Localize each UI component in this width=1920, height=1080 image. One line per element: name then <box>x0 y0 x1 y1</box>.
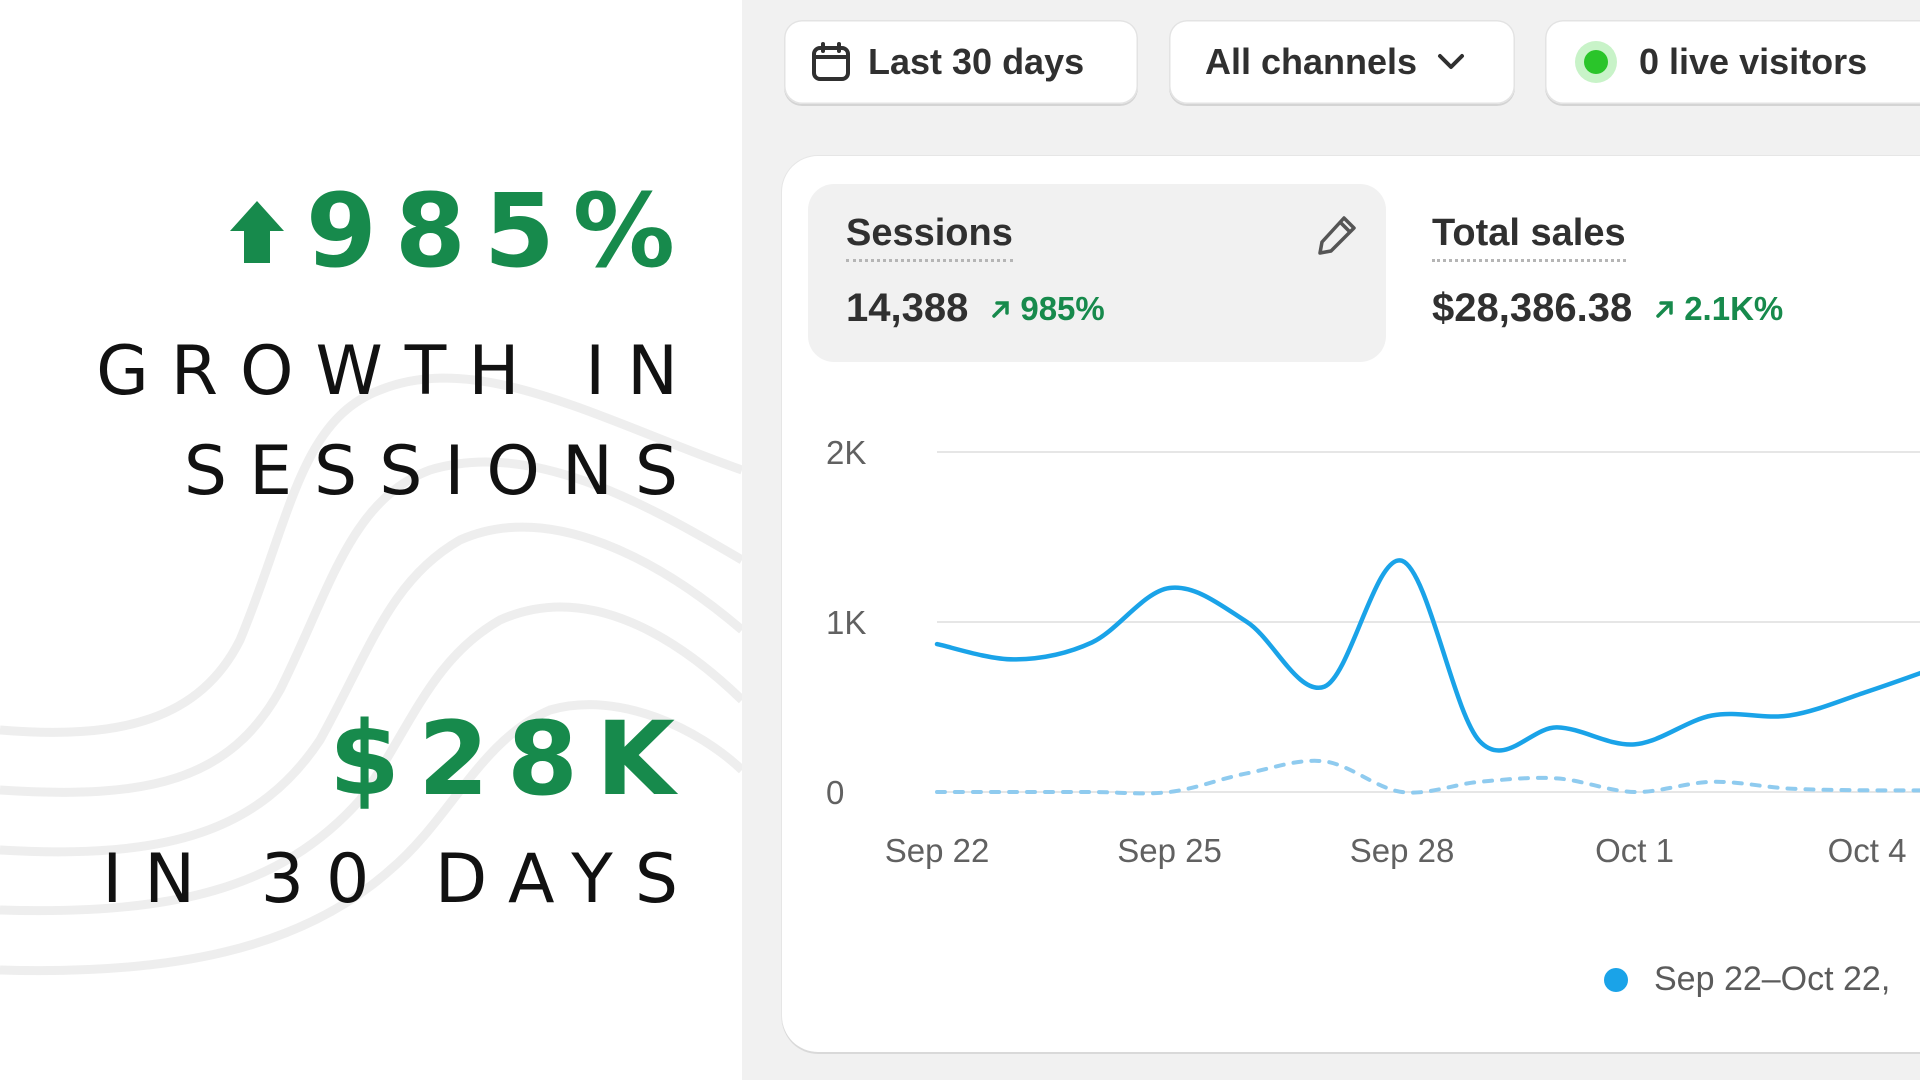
metric-label-total-sales: Total sales <box>1432 212 1626 262</box>
x-tick-label: Sep 28 <box>1350 832 1455 869</box>
arrow-up-icon <box>229 200 284 263</box>
x-tick-label: Sep 22 <box>885 832 990 869</box>
sessions-series-line <box>934 558 1920 753</box>
channels-label: All channels <box>1205 41 1418 82</box>
date-range-label: Last 30 days <box>868 41 1085 82</box>
metric-trend-total-sales: 2.1K% <box>1654 290 1783 328</box>
trend-up-icon <box>1656 300 1673 318</box>
live-visitors-button[interactable]: 0 live visitors <box>1545 20 1920 104</box>
sessions-growth-caption-line1: GROWTH IN <box>96 332 700 411</box>
sales-stat-value: $28K <box>329 700 693 819</box>
analytics-panel: Last 30 days All channels 0 live visitor… <box>742 0 1920 1080</box>
sessions-growth-value: 985% <box>305 172 693 291</box>
sessions-growth-stat: 985% <box>226 172 693 291</box>
metric-trend-sessions: 985% <box>990 289 1105 328</box>
date-range-button[interactable]: Last 30 days <box>784 20 1138 104</box>
live-visitors-label: 0 live visitors <box>1639 41 1868 82</box>
pencil-icon[interactable] <box>1314 212 1360 258</box>
legend-swatch <box>1604 967 1628 992</box>
channels-dropdown[interactable]: All channels <box>1169 20 1515 104</box>
metric-value-total-sales: $28,386.38 <box>1432 286 1633 330</box>
metric-change-sessions: 985% <box>1020 289 1105 327</box>
x-tick-label: Sep 25 <box>1117 832 1222 869</box>
decorative-waves <box>0 373 742 976</box>
calendar-icon <box>812 42 850 81</box>
comparison-series-line <box>935 758 1920 796</box>
sessions-line-chart: 2K 1K 0 Sep 22 Sep 25 Sep 28 Oct 1 Oct 4 <box>826 434 1920 869</box>
metric-label-sessions: Sessions <box>846 212 1013 262</box>
legend-label: Sep 22–Oct 22, <box>1654 960 1891 998</box>
trend-up-icon <box>992 300 1010 318</box>
live-status-dot <box>1575 41 1617 83</box>
y-tick-label: 1K <box>826 604 866 641</box>
metric-change-total-sales: 2.1K% <box>1684 289 1784 327</box>
chart-legend: Sep 22–Oct 22, <box>1604 960 1890 999</box>
sessions-chart-card: Sessions 14,388 985% Total sales $28,386… <box>782 156 1920 1052</box>
metric-value-row-sessions: 14,388 985% <box>846 286 1105 331</box>
metric-value-sessions: 14,388 <box>846 286 969 330</box>
sales-stat-caption: IN 30 DAYS <box>102 840 700 919</box>
y-tick-label: 2K <box>826 434 866 471</box>
metric-tile-total-sales[interactable]: Total sales $28,386.38 2.1K% <box>1394 184 1920 362</box>
x-tick-label: Oct 1 <box>1595 832 1674 869</box>
promo-panel: 985% GROWTH IN SESSIONS $28K IN 30 DAYS <box>0 0 742 1080</box>
chevron-down-icon <box>1438 54 1465 69</box>
y-tick-label: 0 <box>826 774 844 811</box>
metric-value-row-total-sales: $28,386.38 2.1K% <box>1432 286 1783 331</box>
x-tick-label: Oct 4 <box>1828 832 1907 869</box>
sessions-growth-caption-line2: SESSIONS <box>183 432 700 511</box>
metric-tile-sessions[interactable]: Sessions 14,388 985% <box>808 184 1386 362</box>
